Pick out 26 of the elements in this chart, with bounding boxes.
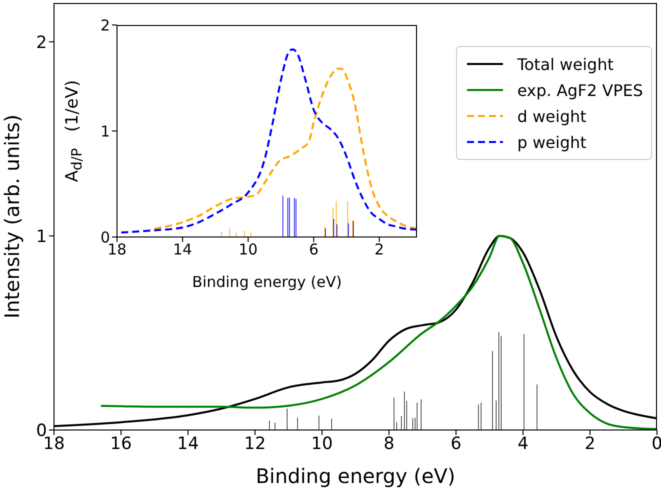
text: p weight [517, 132, 586, 152]
x-tick-label: 12 [244, 434, 266, 454]
x-tick-label: 6 [308, 240, 318, 259]
y-tick-label: 2 [100, 16, 110, 34]
y-tick-label: 1 [100, 122, 110, 140]
x-tick-label: 14 [177, 434, 199, 454]
legend-label: Total weight [517, 54, 614, 74]
x-tick-label: 2 [584, 434, 596, 454]
x-tick-label: 16 [110, 434, 132, 454]
x-tick-label: 10 [311, 434, 333, 454]
legend-label: exp. AgF2 VPES [517, 80, 643, 100]
x-axis-title: Binding energy (eV) [192, 273, 342, 291]
x-tick-label: 8 [384, 434, 394, 454]
y-tick-label: 2 [36, 32, 47, 53]
text: d weight [517, 106, 586, 126]
y-tick-label: 0 [100, 228, 110, 246]
x-tick-label: 4 [518, 434, 528, 454]
x-axis-title: Binding energy (eV) [256, 464, 456, 488]
y-axis-title: Intensity (arb. units) [0, 114, 24, 319]
x-tick-label: 0 [652, 434, 661, 454]
x-tick-label: 18 [107, 240, 127, 259]
x-tick-label: 6 [450, 434, 462, 454]
x-tick-label: 10 [238, 240, 258, 259]
x-tick-label: 14 [173, 240, 192, 259]
y-tick-label: 1 [36, 226, 47, 247]
x-tick-label: 2 [374, 240, 384, 259]
